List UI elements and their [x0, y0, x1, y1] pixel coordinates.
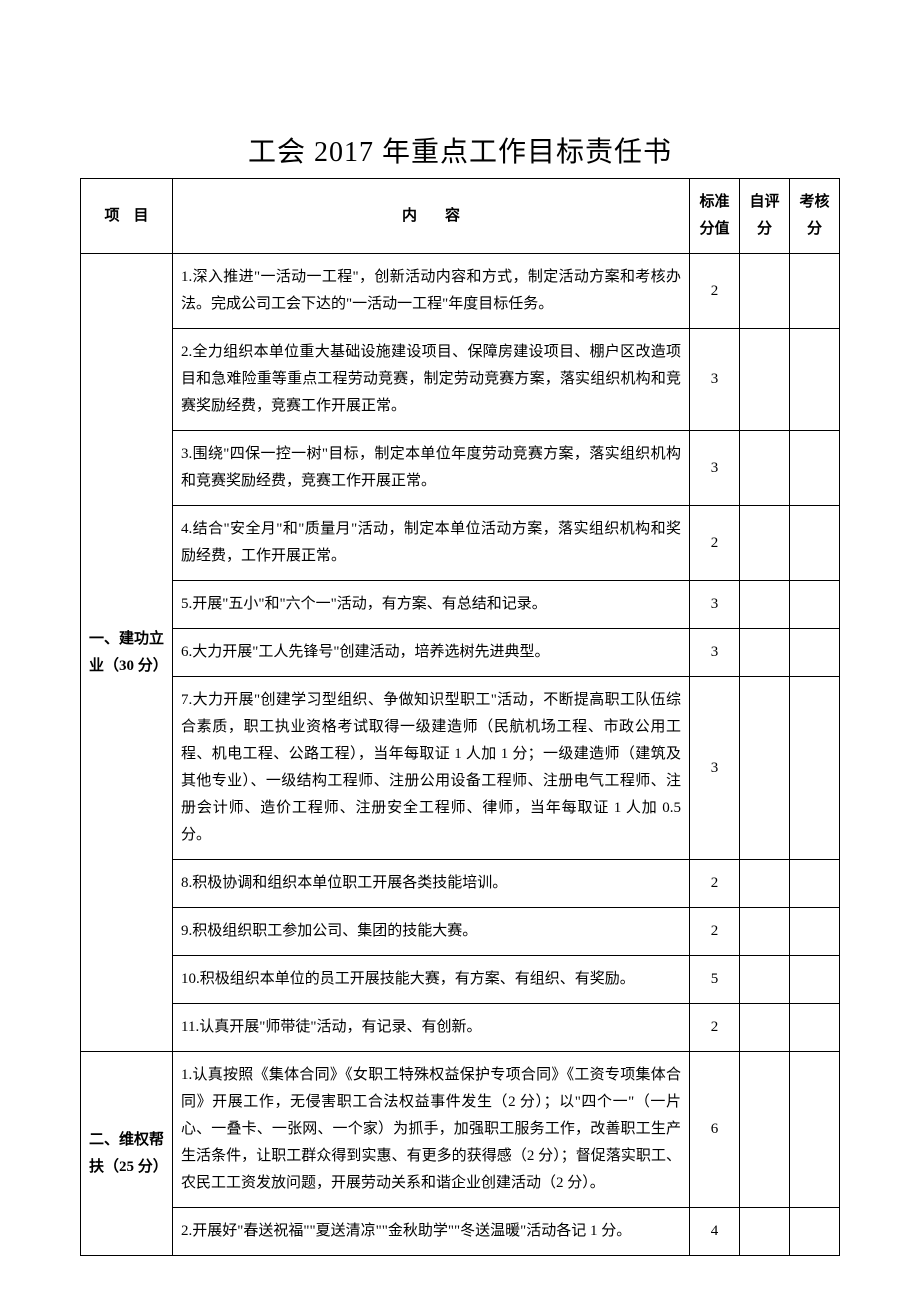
row-std-score: 3 — [690, 677, 740, 860]
row-check-score — [790, 1052, 840, 1208]
header-std-score: 标准分值 — [690, 179, 740, 254]
responsibility-table: 项目 内容 标准分值 自评分 考核分 一、建功立业（30 分）1.深入推进"一活… — [80, 178, 840, 1256]
header-check-score: 考核分 — [790, 179, 840, 254]
row-std-score: 6 — [690, 1052, 740, 1208]
table-row: 8.积极协调和组织本单位职工开展各类技能培训。2 — [81, 860, 840, 908]
table-row: 6.大力开展"工人先锋号"创建活动，培养选树先进典型。3 — [81, 629, 840, 677]
row-self-score — [740, 1208, 790, 1256]
row-check-score — [790, 860, 840, 908]
row-check-score — [790, 1004, 840, 1052]
table-row: 7.大力开展"创建学习型组织、争做知识型职工"活动，不断提高职工队伍综合素质，职… — [81, 677, 840, 860]
table-row: 2.全力组织本单位重大基础设施建设项目、保障房建设项目、棚户区改造项目和急难险重… — [81, 329, 840, 431]
row-content: 1.认真按照《集体合同》《女职工特殊权益保护专项合同》《工资专项集体合同》开展工… — [173, 1052, 690, 1208]
table-row: 5.开展"五小"和"六个一"活动，有方案、有总结和记录。3 — [81, 581, 840, 629]
row-content: 9.积极组织职工参加公司、集团的技能大赛。 — [173, 908, 690, 956]
table-row: 2.开展好"春送祝福""夏送清凉""金秋助学""冬送温暖"活动各记 1 分。4 — [81, 1208, 840, 1256]
row-content: 4.结合"安全月"和"质量月"活动，制定本单位活动方案，落实组织机构和奖励经费，… — [173, 506, 690, 581]
table-row: 二、维权帮扶（25 分）1.认真按照《集体合同》《女职工特殊权益保护专项合同》《… — [81, 1052, 840, 1208]
row-content: 10.积极组织本单位的员工开展技能大赛，有方案、有组织、有奖励。 — [173, 956, 690, 1004]
row-content: 5.开展"五小"和"六个一"活动，有方案、有总结和记录。 — [173, 581, 690, 629]
row-self-score — [740, 581, 790, 629]
row-check-score — [790, 329, 840, 431]
row-check-score — [790, 1208, 840, 1256]
table-header-row: 项目 内容 标准分值 自评分 考核分 — [81, 179, 840, 254]
row-check-score — [790, 908, 840, 956]
table-row: 一、建功立业（30 分）1.深入推进"一活动一工程"，创新活动内容和方式，制定活… — [81, 254, 840, 329]
row-std-score: 2 — [690, 254, 740, 329]
row-content: 7.大力开展"创建学习型组织、争做知识型职工"活动，不断提高职工队伍综合素质，职… — [173, 677, 690, 860]
row-std-score: 2 — [690, 1004, 740, 1052]
row-check-score — [790, 677, 840, 860]
row-self-score — [740, 431, 790, 506]
row-check-score — [790, 629, 840, 677]
row-self-score — [740, 254, 790, 329]
row-self-score — [740, 956, 790, 1004]
table-row: 3.围绕"四保一控一树"目标，制定本单位年度劳动竞赛方案，落实组织机构和竞赛奖励… — [81, 431, 840, 506]
row-std-score: 3 — [690, 629, 740, 677]
row-content: 2.全力组织本单位重大基础设施建设项目、保障房建设项目、棚户区改造项目和急难险重… — [173, 329, 690, 431]
row-std-score: 2 — [690, 860, 740, 908]
row-std-score: 3 — [690, 431, 740, 506]
row-std-score: 2 — [690, 908, 740, 956]
row-std-score: 5 — [690, 956, 740, 1004]
row-std-score: 3 — [690, 329, 740, 431]
row-self-score — [740, 860, 790, 908]
table-row: 4.结合"安全月"和"质量月"活动，制定本单位活动方案，落实组织机构和奖励经费，… — [81, 506, 840, 581]
table-body: 一、建功立业（30 分）1.深入推进"一活动一工程"，创新活动内容和方式，制定活… — [81, 254, 840, 1256]
table-row: 11.认真开展"师带徒"活动，有记录、有创新。2 — [81, 1004, 840, 1052]
row-self-score — [740, 629, 790, 677]
row-std-score: 3 — [690, 581, 740, 629]
row-self-score — [740, 506, 790, 581]
row-content: 3.围绕"四保一控一树"目标，制定本单位年度劳动竞赛方案，落实组织机构和竞赛奖励… — [173, 431, 690, 506]
row-check-score — [790, 254, 840, 329]
row-self-score — [740, 1004, 790, 1052]
header-self-score: 自评分 — [740, 179, 790, 254]
page-title: 工会 2017 年重点工作目标责任书 — [80, 130, 840, 170]
table-row: 10.积极组织本单位的员工开展技能大赛，有方案、有组织、有奖励。5 — [81, 956, 840, 1004]
row-content: 6.大力开展"工人先锋号"创建活动，培养选树先进典型。 — [173, 629, 690, 677]
section-name: 一、建功立业（30 分） — [81, 254, 173, 1052]
header-content: 内容 — [173, 179, 690, 254]
row-content: 11.认真开展"师带徒"活动，有记录、有创新。 — [173, 1004, 690, 1052]
row-check-score — [790, 581, 840, 629]
row-self-score — [740, 329, 790, 431]
row-content: 1.深入推进"一活动一工程"，创新活动内容和方式，制定活动方案和考核办法。完成公… — [173, 254, 690, 329]
row-content: 8.积极协调和组织本单位职工开展各类技能培训。 — [173, 860, 690, 908]
row-check-score — [790, 431, 840, 506]
section-name: 二、维权帮扶（25 分） — [81, 1052, 173, 1256]
row-check-score — [790, 956, 840, 1004]
row-self-score — [740, 677, 790, 860]
row-std-score: 2 — [690, 506, 740, 581]
row-std-score: 4 — [690, 1208, 740, 1256]
row-self-score — [740, 908, 790, 956]
row-self-score — [740, 1052, 790, 1208]
row-check-score — [790, 506, 840, 581]
header-project: 项目 — [81, 179, 173, 254]
row-content: 2.开展好"春送祝福""夏送清凉""金秋助学""冬送温暖"活动各记 1 分。 — [173, 1208, 690, 1256]
table-row: 9.积极组织职工参加公司、集团的技能大赛。2 — [81, 908, 840, 956]
